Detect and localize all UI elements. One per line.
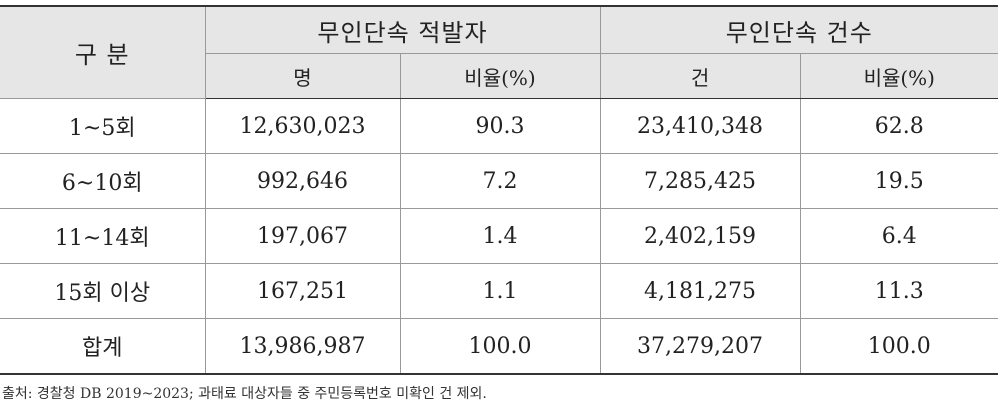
table-cell: 19.5 (799, 153, 998, 209)
table-cell: 2,402,159 (599, 208, 801, 264)
row-label-header: 구 분 (0, 5, 206, 99)
table-cell: 13,986,987 (204, 318, 401, 375)
table-cell: 1.1 (399, 263, 601, 319)
table-row: 11~14회 197,067 1.4 2,402,159 6.4 (0, 208, 998, 264)
table-cell: 7,285,425 (599, 153, 801, 209)
row-label: 11~14회 (0, 208, 206, 264)
table-row: 1~5회 12,630,023 90.3 23,410,348 62.8 (0, 98, 998, 154)
header-row: 구 분 무인단속 적발자 무인단속 건수 (0, 5, 998, 99)
table-cell: 992,646 (204, 153, 401, 209)
table-cell: 100.0 (799, 318, 998, 375)
table-cell: 197,067 (204, 208, 401, 264)
table-cell: 7.2 (399, 153, 601, 209)
table-cell: 23,410,348 (599, 98, 801, 154)
subheader-cell: 명 (205, 53, 401, 99)
table-cell: 12,630,023 (204, 98, 401, 154)
row-label: 6~10회 (0, 153, 206, 209)
table-cell: 6.4 (799, 208, 998, 264)
table-row: 6~10회 992,646 7.2 7,285,425 19.5 (0, 153, 998, 209)
subheader-cell: 건 (599, 53, 801, 99)
row-label: 15회 이상 (0, 263, 206, 319)
row-label: 1~5회 (0, 98, 206, 154)
data-table: 구 분 무인단속 적발자 무인단속 건수 명 비율(%) 건 비율(%) 1~5회 12… (0, 5, 998, 375)
table-cell: 4,181,275 (599, 263, 801, 319)
group-header: 무인단속 건수 (599, 5, 998, 54)
table-cell: 90.3 (399, 98, 601, 154)
table-cell: 62.8 (799, 98, 998, 154)
footnote: 출처: 경찰청 DB 2019~2023; 과태료 대상자들 중 주민등록번호 … (2, 386, 487, 402)
subheader-cell: 비율(%) (399, 53, 601, 99)
table-cell: 37,279,207 (599, 318, 801, 375)
row-label: 합계 (0, 318, 206, 375)
table-cell: 167,251 (204, 263, 401, 319)
table-cell: 1.4 (399, 208, 601, 264)
table-cell: 100.0 (399, 318, 601, 375)
table-row: 15회 이상 167,251 1.1 4,181,275 11.3 (0, 263, 998, 319)
subheader-cell: 비율(%) (799, 53, 998, 99)
table-row: 합계 13,986,987 100.0 37,279,207 100.0 (0, 318, 998, 375)
group-header: 무인단속 적발자 (204, 5, 601, 54)
table-cell: 11.3 (799, 263, 998, 319)
table-body: 1~5회 12,630,023 90.3 23,410,348 62.8 6~10회 992… (0, 98, 998, 375)
